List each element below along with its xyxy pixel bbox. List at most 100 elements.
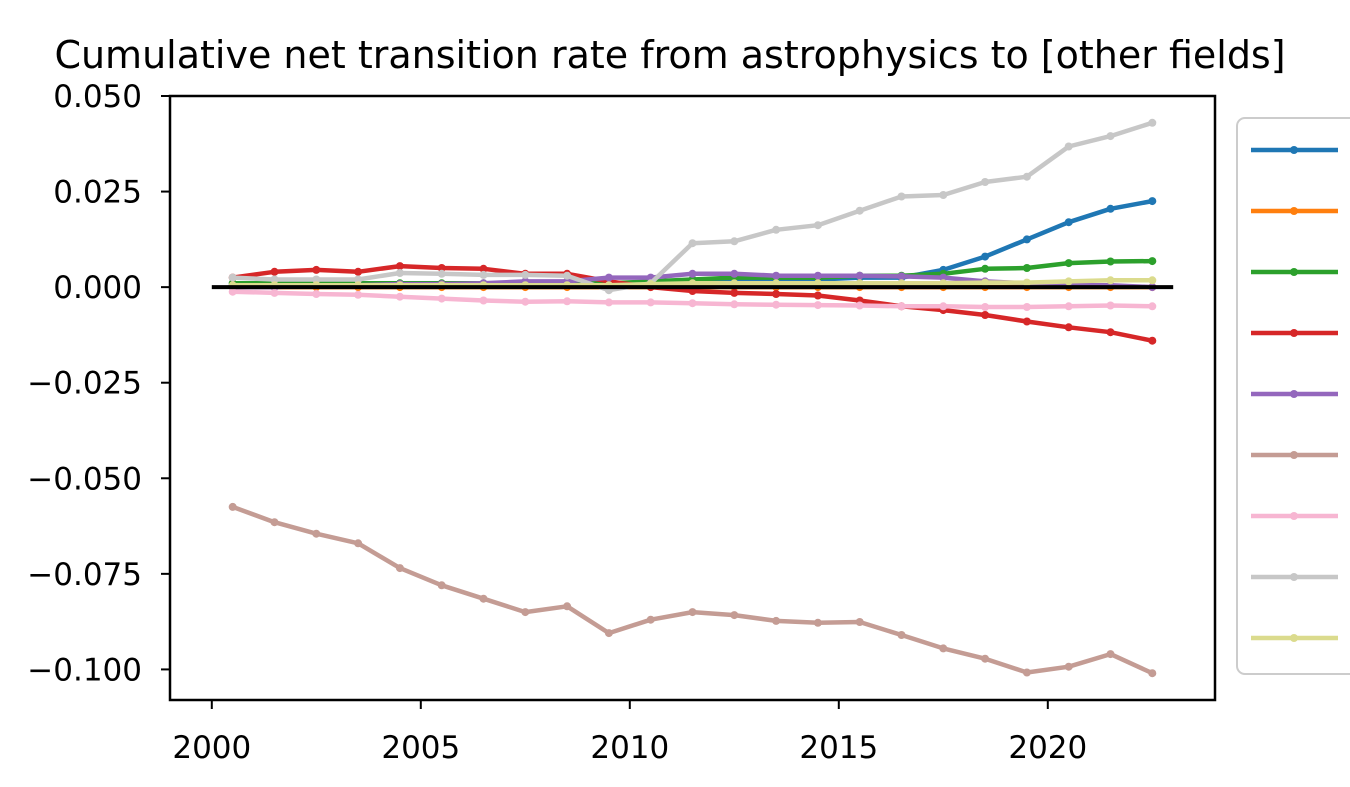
series-9-point bbox=[981, 278, 990, 287]
x-tick-label: 2005 bbox=[381, 730, 460, 766]
series-6-point bbox=[1106, 650, 1115, 659]
series-4-point bbox=[437, 264, 446, 272]
x-tick-label: 2000 bbox=[172, 730, 251, 766]
series-7-point bbox=[1106, 301, 1115, 310]
legend-entry bbox=[1251, 207, 1338, 215]
series-7-point bbox=[521, 297, 530, 306]
series-5-point bbox=[939, 273, 948, 282]
series-3-point bbox=[1064, 259, 1073, 268]
series-8-point bbox=[897, 192, 906, 201]
series-8-point bbox=[479, 270, 488, 279]
series-4-point bbox=[981, 311, 990, 319]
series-5-point bbox=[772, 271, 781, 280]
series-8-point bbox=[730, 237, 739, 246]
series-6-point bbox=[270, 518, 279, 527]
y-tick-label: −0.050 bbox=[27, 461, 142, 497]
series-8-point bbox=[354, 275, 363, 284]
series-8-point bbox=[688, 239, 697, 248]
x-tick-label: 2020 bbox=[1008, 730, 1087, 766]
legend-entry bbox=[1251, 329, 1338, 337]
series-8-point bbox=[521, 270, 530, 279]
y-tick-label: −0.025 bbox=[27, 366, 142, 402]
legend-marker bbox=[1290, 634, 1298, 642]
series-6-point bbox=[772, 616, 781, 625]
axes: 2000 2005 2010 2015 2020 0.050 0.025 0.000 −0.02… bbox=[27, 79, 1087, 766]
legend-marker bbox=[1290, 329, 1298, 337]
y-tick-label: 0.050 bbox=[53, 79, 142, 115]
series-7-point bbox=[897, 302, 906, 311]
legend-entry bbox=[1251, 512, 1338, 520]
series-6 bbox=[228, 502, 1157, 678]
x-tick-label: 2015 bbox=[799, 730, 878, 766]
series-6-point bbox=[604, 629, 613, 638]
series-7-point bbox=[395, 292, 404, 301]
series-6-point bbox=[939, 644, 948, 653]
series-6-point bbox=[1148, 669, 1157, 678]
legend bbox=[1236, 117, 1350, 675]
series-6-line bbox=[231, 504, 1154, 676]
series-4-point bbox=[813, 291, 822, 300]
series-8-point bbox=[813, 221, 822, 230]
series-9-point bbox=[1064, 277, 1073, 286]
series-7-point bbox=[437, 294, 446, 303]
series-1-point bbox=[1022, 235, 1031, 244]
series-1-point bbox=[1106, 204, 1115, 213]
series-5-point bbox=[730, 269, 739, 278]
chart-title: Cumulative net transition rate from astr… bbox=[54, 33, 1285, 77]
series-7-point bbox=[1022, 303, 1031, 311]
series-1-point bbox=[1064, 218, 1073, 227]
series-4-point bbox=[395, 262, 404, 271]
series-8-point bbox=[939, 191, 948, 199]
series-7-point bbox=[939, 302, 948, 311]
series-6-point bbox=[897, 631, 906, 639]
series-3-point bbox=[1022, 264, 1031, 272]
series-4-point bbox=[1148, 336, 1157, 345]
series-6-point bbox=[981, 654, 990, 663]
series-7 bbox=[228, 287, 1157, 311]
legend-marker bbox=[1290, 512, 1298, 520]
series-6-point bbox=[855, 618, 864, 626]
series-7-point bbox=[688, 299, 697, 308]
legend-marker bbox=[1290, 268, 1298, 276]
series-4-point bbox=[1022, 317, 1031, 326]
series-9-point bbox=[1022, 278, 1031, 287]
series-7-point bbox=[813, 301, 822, 310]
series-6-point bbox=[354, 539, 363, 548]
series-8-point bbox=[772, 225, 781, 234]
series-7-point bbox=[646, 298, 655, 307]
series-6-point bbox=[479, 594, 488, 603]
series-7-point bbox=[604, 298, 613, 307]
series-6-point bbox=[437, 581, 446, 590]
legend-entry bbox=[1251, 390, 1338, 398]
series-3-point bbox=[1148, 257, 1157, 266]
series-6-point bbox=[730, 611, 739, 620]
series-4-point bbox=[730, 288, 739, 297]
series-8-point bbox=[1022, 172, 1031, 181]
series-9-point bbox=[1148, 276, 1157, 285]
series-7-point bbox=[270, 288, 279, 297]
legend-entry bbox=[1251, 268, 1338, 276]
series-8-point bbox=[563, 271, 572, 280]
series-6-point bbox=[312, 529, 321, 538]
legend-marker bbox=[1290, 573, 1298, 581]
legend-marker bbox=[1290, 451, 1298, 459]
legend-entry bbox=[1251, 573, 1338, 581]
series-4-point bbox=[354, 267, 363, 276]
y-tick-label: −0.100 bbox=[27, 652, 142, 688]
legend-marker bbox=[1290, 146, 1298, 154]
y-tick-label: 0.000 bbox=[53, 270, 142, 306]
series-5-point bbox=[604, 273, 613, 282]
series-6-point bbox=[688, 608, 697, 617]
series-7-point bbox=[228, 287, 237, 296]
series-8-point bbox=[395, 269, 404, 277]
series-6-point bbox=[646, 615, 655, 624]
series-7-point bbox=[772, 300, 781, 309]
series-8-point bbox=[1148, 118, 1157, 127]
series-7-point bbox=[1064, 302, 1073, 311]
y-tick-label: 0.025 bbox=[53, 175, 142, 211]
series-3-point bbox=[1106, 257, 1115, 266]
series-5-point bbox=[813, 271, 822, 280]
series-3-point bbox=[981, 264, 990, 273]
series-8-line bbox=[232, 120, 1153, 293]
